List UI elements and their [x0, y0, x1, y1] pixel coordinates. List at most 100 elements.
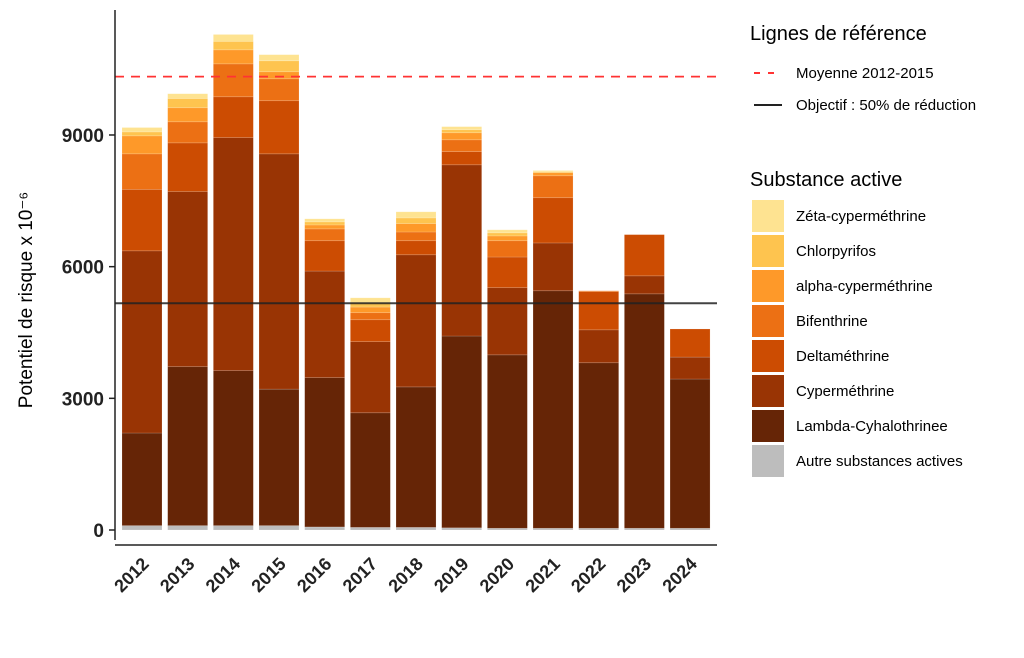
bar-segment-2017-5 [350, 306, 391, 314]
bars-group [121, 34, 711, 531]
bar-segment-2013-2 [167, 191, 208, 368]
bar-segment-2020-6 [487, 232, 528, 237]
y-axis-label: Potentiel de risque x 10⁻⁶ [16, 192, 37, 408]
bar-segment-2021-7 [532, 170, 574, 173]
x-tick-label: 2012 [110, 554, 152, 596]
bar-segment-2013-3 [167, 142, 208, 192]
legend-swatch [752, 235, 784, 267]
bar-segment-2023-2 [624, 275, 665, 295]
bar-segment-2016-2 [304, 270, 345, 379]
bar-segment-2012-0 [121, 525, 163, 531]
bar-segment-2019-5 [441, 132, 482, 141]
bar-segment-2020-1 [487, 354, 528, 529]
bar-segment-2015-0 [258, 525, 300, 531]
bar-segment-2019-2 [441, 164, 482, 337]
bar-segment-2022-1 [578, 362, 620, 529]
bar-segment-2014-7 [213, 34, 254, 42]
bar-segment-2022-3 [578, 291, 620, 331]
bar-segment-2019-7 [441, 126, 482, 131]
legend-swatch [752, 445, 784, 477]
bar-segment-2019-4 [441, 139, 482, 152]
bar-segment-2013-6 [167, 98, 208, 109]
y-tick-label: 6000 [62, 258, 104, 279]
bar-segment-2018-0 [395, 527, 437, 531]
bar-segment-2014-3 [213, 96, 254, 138]
x-tick-label: 2013 [156, 554, 198, 596]
bar-segment-2024-1 [669, 378, 711, 529]
bar-segment-2016-1 [304, 377, 345, 528]
bar-segment-2012-4 [121, 153, 163, 190]
legend-swatch [752, 270, 784, 302]
legend-label-substance: Chlorpyrifos [796, 243, 876, 260]
bar-segment-2018-6 [395, 217, 437, 224]
x-tick-label: 2019 [430, 554, 472, 596]
x-tick-label: 2014 [202, 554, 244, 596]
bar-segment-2017-2 [350, 341, 391, 414]
bar-segment-2014-4 [213, 63, 254, 98]
bar-segment-2012-5 [121, 135, 163, 155]
bar-segment-2015-2 [258, 153, 300, 390]
bar-segment-2012-7 [121, 127, 163, 133]
legend-label-substance: Zéta-cyperméthrine [796, 208, 926, 225]
x-tick-label: 2017 [339, 554, 381, 596]
bar-segment-2021-6 [532, 171, 574, 174]
legend-substance-title: Substance active [750, 169, 902, 191]
legend-label-substance: Cyperméthrine [796, 383, 894, 400]
bar-segment-2018-3 [395, 240, 437, 256]
bar-segment-2021-1 [532, 290, 574, 529]
bar-segment-2023-1 [624, 293, 665, 529]
legend-label-substance: alpha-cyperméthrine [796, 278, 933, 295]
bar-segment-2018-4 [395, 231, 437, 242]
bar-segment-2020-5 [487, 235, 528, 242]
bar-segment-2013-0 [167, 525, 208, 531]
bar-segment-2015-4 [258, 78, 300, 102]
legend: Lignes de référence Substance active Moy… [750, 23, 976, 477]
legend-swatch [752, 200, 784, 232]
x-tick-label: 2022 [567, 554, 609, 596]
bar-segment-2014-5 [213, 49, 254, 65]
bar-segment-2014-6 [213, 41, 254, 51]
bar-segment-2012-3 [121, 189, 163, 252]
bar-segment-2017-4 [350, 312, 391, 321]
legend-swatch [752, 305, 784, 337]
legend-reference-title: Lignes de référence [750, 23, 927, 45]
bar-segment-2015-5 [258, 71, 300, 80]
bar-segment-2016-7 [304, 218, 345, 223]
bar-segment-2023-3 [624, 234, 665, 277]
bar-segment-2019-1 [441, 335, 482, 529]
bar-segment-2020-2 [487, 287, 528, 356]
bar-segment-2018-1 [395, 386, 437, 528]
bar-segment-2021-5 [532, 172, 574, 177]
bar-segment-2020-3 [487, 256, 528, 289]
bar-segment-2014-0 [213, 525, 254, 531]
bar-segment-2022-4 [578, 290, 620, 292]
bar-segment-2020-4 [487, 240, 528, 258]
bar-segment-2021-3 [532, 197, 574, 244]
x-ticks: 2012 2013 2014 2015 2016 2017 2018 2019 2020 2021… [110, 554, 700, 596]
legend-swatch [752, 410, 784, 442]
bar-segment-2016-4 [304, 228, 345, 242]
bar-segment-2017-0 [350, 527, 391, 531]
bar-segment-2012-6 [121, 131, 163, 137]
y-tick-label: 0 [93, 521, 104, 542]
legend-swatch [752, 375, 784, 407]
bar-segment-2019-0 [441, 527, 482, 531]
bar-segment-2019-3 [441, 151, 482, 166]
legend-label-substance: Bifenthrine [796, 313, 868, 330]
bar-segment-2021-4 [532, 175, 574, 199]
x-tick-label: 2024 [658, 554, 700, 596]
bar-segment-2013-5 [167, 107, 208, 123]
legend-label-reference: Moyenne 2012-2015 [796, 65, 934, 82]
bar-segment-2017-1 [350, 412, 391, 528]
bar-segment-2017-3 [350, 319, 391, 343]
x-tick-label: 2023 [613, 554, 655, 596]
bar-segment-2016-3 [304, 240, 345, 272]
bar-segment-2024-2 [669, 356, 711, 380]
bar-segment-2015-7 [258, 54, 300, 62]
bar-segment-2016-5 [304, 224, 345, 230]
bar-segment-2018-5 [395, 223, 437, 233]
bar-segment-2020-7 [487, 229, 528, 234]
bar-segment-2013-1 [167, 366, 208, 526]
x-tick-label: 2018 [384, 554, 426, 596]
